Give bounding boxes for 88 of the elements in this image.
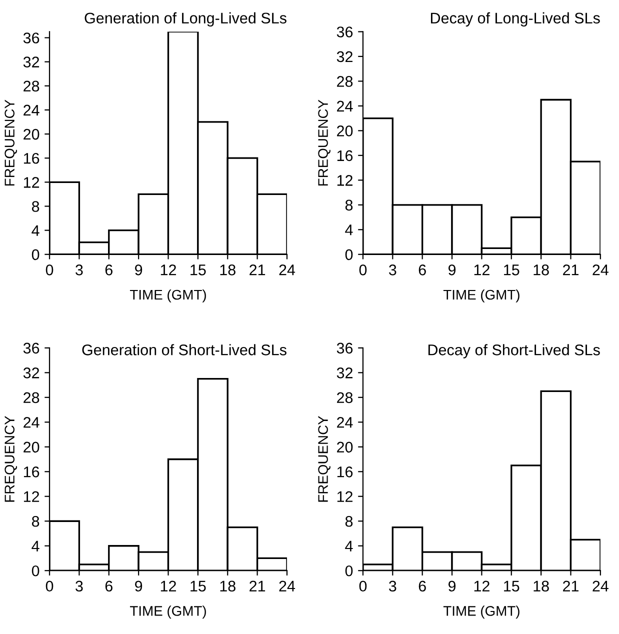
y-tick-label: 16: [24, 466, 40, 478]
x-tick-label: 6: [105, 264, 112, 276]
y-tick-label: 0: [345, 565, 353, 576]
x-tick-label: 21: [563, 580, 578, 592]
y-tick-label: 8: [345, 200, 353, 211]
y-tick-label: 16: [337, 466, 353, 478]
x-axis-title: TIME (GMT): [130, 606, 206, 619]
x-tick-label: 3: [76, 580, 83, 592]
x-tick-label: 3: [76, 264, 83, 276]
y-tick-label: 24: [337, 417, 353, 428]
x-tick-label: 12: [160, 580, 176, 592]
x-tick-label: 24: [592, 264, 608, 276]
y-tick-label: 0: [32, 249, 40, 260]
x-tick-label: 0: [359, 580, 367, 592]
x-tick-label: 15: [190, 264, 206, 276]
x-tick-label: 18: [534, 580, 549, 592]
x-tick-label: 12: [474, 580, 490, 592]
y-tick-label: 4: [345, 540, 353, 552]
y-tick-label: 32: [23, 56, 40, 68]
x-tick-label: 24: [279, 264, 296, 276]
y-tick-label: 8: [345, 516, 353, 527]
y-tick-label: 24: [24, 104, 40, 116]
x-axis-title: TIME (GMT): [443, 606, 520, 619]
y-tick-label: 12: [337, 491, 352, 502]
chart-title: Decay of Long-Lived SLs: [430, 12, 600, 27]
y-tick-label: 20: [24, 442, 40, 453]
y-tick-label: 28: [337, 392, 353, 404]
y-tick-label: 32: [23, 368, 40, 378]
y-tick-label: 20: [337, 442, 353, 453]
y-tick-label: 28: [24, 392, 40, 404]
x-axis-title: TIME (GMT): [443, 289, 520, 302]
x-axis-title: TIME (GMT): [130, 289, 206, 302]
x-tick-label: 12: [474, 264, 490, 276]
chart-title: Decay of Short-Lived SLs: [428, 344, 600, 358]
y-tick-label: 24: [337, 100, 353, 112]
x-tick-label: 0: [359, 264, 367, 276]
y-axis-title: FREQUENCY: [4, 100, 17, 186]
x-tick-label: 21: [563, 264, 578, 276]
y-tick-label: 0: [345, 249, 353, 260]
y-tick-label: 24: [24, 417, 40, 428]
y-tick-label: 8: [32, 201, 40, 212]
x-tick-label: 24: [279, 580, 296, 592]
y-tick-label: 16: [337, 150, 353, 162]
y-tick-label: 32: [336, 368, 352, 378]
x-tick-label: 24: [592, 580, 608, 592]
x-tick-label: 9: [448, 580, 456, 592]
y-tick-label: 8: [32, 516, 40, 527]
y-axis-title: FREQUENCY: [318, 100, 330, 186]
y-tick-label: 36: [336, 26, 353, 38]
x-tick-label: 18: [220, 580, 236, 592]
y-tick-label: 20: [24, 128, 40, 140]
y-tick-label: 36: [23, 32, 40, 44]
x-tick-label: 21: [250, 580, 266, 592]
x-tick-label: 18: [534, 264, 549, 276]
x-tick-label: 9: [135, 264, 142, 276]
x-tick-label: 15: [190, 580, 206, 592]
x-tick-label: 3: [388, 264, 396, 276]
chart-title: Generation of Short-Lived SLs: [82, 344, 286, 356]
y-tick-label: 36: [336, 342, 353, 354]
y-axis-title: FREQUENCY: [318, 416, 330, 502]
x-tick-label: 12: [160, 264, 176, 276]
y-tick-label: 4: [32, 540, 40, 552]
x-tick-label: 9: [448, 264, 456, 276]
y-tick-label: 12: [24, 177, 40, 188]
y-tick-label: 4: [32, 225, 40, 236]
y-tick-label: 36: [23, 342, 40, 354]
y-tick-label: 28: [337, 76, 353, 87]
x-tick-label: 6: [418, 580, 426, 592]
x-tick-label: 0: [46, 264, 54, 276]
y-tick-label: 16: [24, 152, 40, 164]
y-tick-label: 12: [24, 491, 40, 502]
y-axis-title: FREQUENCY: [4, 416, 17, 502]
chart-title: Generation of Long-Lived SLs: [84, 12, 286, 27]
x-tick-label: 18: [220, 264, 236, 276]
x-tick-label: 3: [388, 580, 396, 592]
x-tick-label: 21: [250, 264, 266, 276]
y-tick-label: 20: [337, 126, 353, 136]
x-tick-label: 0: [46, 580, 54, 592]
y-tick-label: 32: [336, 51, 352, 62]
x-tick-label: 6: [105, 580, 112, 592]
x-tick-label: 15: [504, 264, 520, 276]
y-tick-label: 0: [32, 565, 40, 576]
x-tick-label: 15: [504, 580, 520, 592]
x-tick-label: 9: [135, 580, 142, 592]
y-tick-label: 12: [337, 175, 352, 186]
y-tick-label: 4: [345, 224, 353, 236]
y-tick-label: 28: [24, 80, 40, 92]
x-tick-label: 6: [418, 264, 426, 276]
